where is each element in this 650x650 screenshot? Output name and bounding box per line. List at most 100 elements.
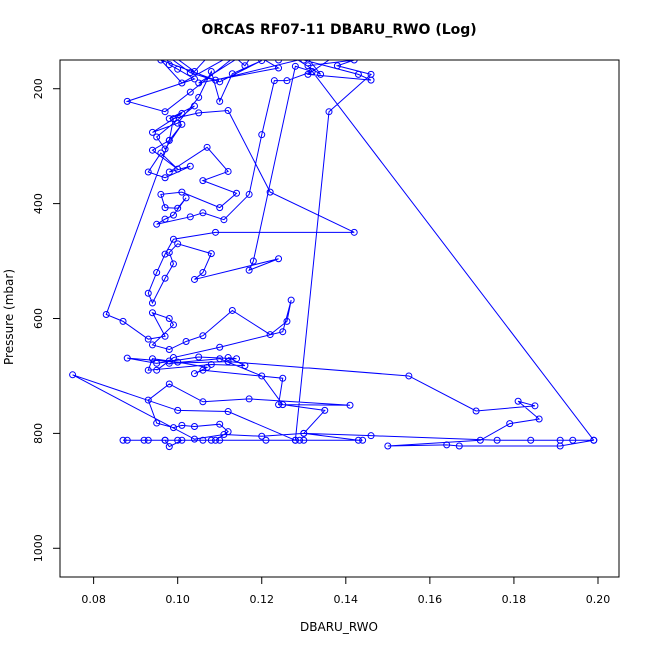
data-point: [245, 395, 253, 403]
data-point: [207, 250, 215, 258]
data-point: [291, 62, 299, 70]
data-point: [144, 289, 152, 297]
data-point: [216, 343, 224, 351]
data-point: [161, 250, 169, 258]
data-point: [174, 165, 182, 173]
data-point: [217, 41, 223, 47]
data-point: [333, 62, 341, 70]
data-point: [174, 65, 182, 73]
data-point: [350, 60, 358, 64]
data-point: [153, 359, 161, 367]
data-point: [148, 299, 156, 307]
data-point: [182, 194, 190, 202]
data-point: [258, 60, 266, 65]
data-point: [165, 168, 173, 176]
data-point: [283, 77, 291, 85]
data-point: [531, 402, 539, 410]
data-point: [514, 397, 522, 405]
data-point: [165, 380, 173, 388]
data-point: [224, 354, 232, 362]
data-point: [220, 216, 228, 224]
data-point: [569, 436, 577, 444]
data-point: [148, 341, 156, 349]
data-point: [69, 371, 77, 379]
data-point: [174, 406, 182, 414]
data-point: [455, 442, 463, 450]
data-point: [300, 429, 308, 437]
data-point: [165, 443, 173, 451]
data-point: [186, 162, 194, 170]
data-point: [249, 257, 257, 265]
data-point: [443, 441, 451, 449]
x-tick-label: 0.14: [334, 593, 359, 606]
data-point: [165, 315, 173, 322]
data-point: [535, 415, 543, 423]
x-tick-label: 0.10: [165, 593, 190, 606]
data-point: [275, 64, 283, 72]
data-point: [233, 355, 241, 363]
data-point: [161, 332, 169, 340]
data-point: [279, 401, 287, 409]
data-point: [506, 420, 514, 428]
data-point: [190, 67, 198, 75]
data-point: [212, 436, 220, 444]
data-point: [178, 188, 186, 196]
data-point: [174, 436, 182, 444]
data-point: [148, 128, 156, 136]
x-tick-label: 0.12: [249, 593, 274, 606]
data-point: [199, 209, 207, 217]
data-point: [161, 274, 169, 282]
data-point: [233, 189, 241, 197]
data-point: [220, 431, 228, 439]
data-point: [346, 401, 354, 409]
data-point: [169, 235, 177, 243]
data-point: [350, 228, 358, 236]
data-point: [354, 436, 362, 444]
data-point: [199, 269, 207, 277]
data-point: [266, 331, 274, 339]
data-point: [590, 436, 598, 444]
data-point: [300, 436, 308, 444]
data-point: [255, 43, 261, 49]
data-point: [207, 436, 215, 444]
y-tick-label: 800: [32, 423, 45, 444]
data-point: [153, 220, 161, 228]
data-point: [224, 107, 232, 115]
data-point: [367, 70, 375, 78]
data-point: [182, 337, 190, 345]
data-point: [153, 419, 161, 427]
x-tick-label: 0.18: [502, 593, 527, 606]
data-point: [123, 97, 131, 105]
data-point: [224, 167, 232, 175]
data-point: [275, 60, 283, 64]
series-layer: [69, 41, 598, 451]
data-point: [174, 358, 182, 366]
data-point: [296, 436, 304, 444]
data-point: [140, 436, 148, 444]
data-point: [270, 77, 278, 85]
data-point: [178, 109, 186, 117]
data-point: [245, 266, 253, 274]
data-point: [384, 442, 392, 450]
data-point: [279, 374, 287, 382]
y-tick-label: 400: [32, 193, 45, 214]
data-point: [190, 275, 198, 283]
data-point: [224, 358, 232, 366]
data-point: [212, 228, 220, 236]
data-point: [242, 46, 248, 52]
data-point: [300, 60, 308, 64]
data-point: [161, 108, 169, 116]
data-point: [119, 317, 127, 325]
data-point: [224, 408, 232, 416]
y-axis: 200 400 600 800 1000: [32, 78, 61, 562]
data-point: [199, 366, 207, 374]
data-point: [165, 346, 173, 354]
data-point: [144, 335, 152, 343]
data-point: [207, 67, 215, 75]
data-point: [174, 119, 182, 127]
y-tick-label: 200: [32, 78, 45, 99]
data-point: [186, 213, 194, 221]
data-point: [162, 51, 168, 57]
data-point: [343, 46, 349, 52]
data-point: [165, 61, 173, 69]
